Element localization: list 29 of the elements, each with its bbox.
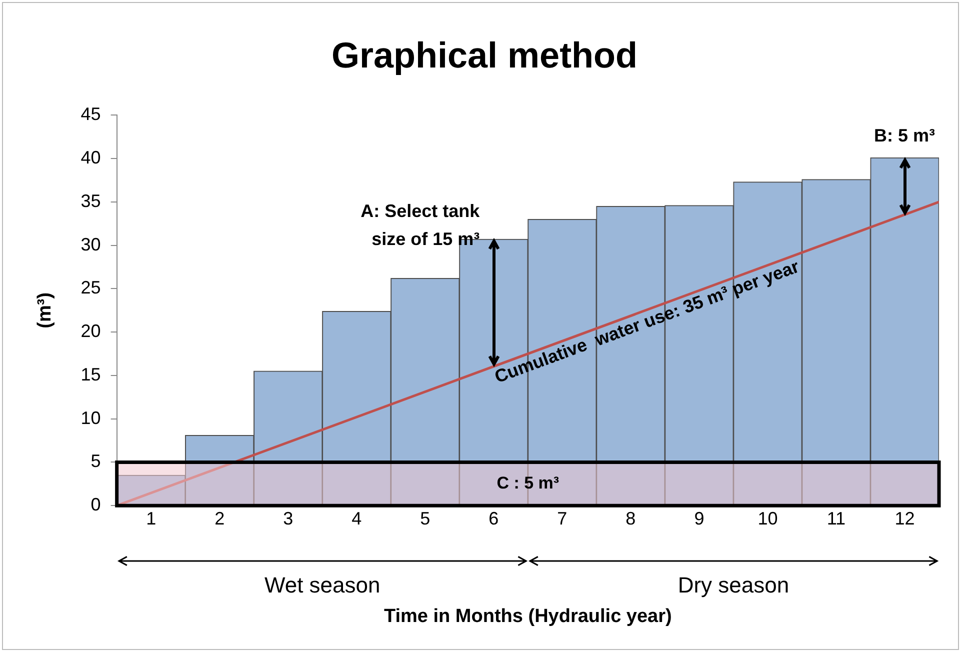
x-tick-label: 8 xyxy=(626,508,636,528)
x-tick-label: 6 xyxy=(488,508,499,528)
y-tick-label: 0 xyxy=(90,494,101,515)
band-label: C : 5 m³ xyxy=(496,474,560,493)
annotation: B: 5 m³ xyxy=(874,126,935,146)
x-tick-label: 7 xyxy=(557,508,568,528)
x-tick-label: 1 xyxy=(146,508,156,528)
x-tick-label: 5 xyxy=(420,508,430,528)
x-tick-label: 9 xyxy=(694,508,704,528)
y-axis-title: (m³) xyxy=(34,292,56,328)
text: Wet season xyxy=(264,572,380,598)
chart-title: Graphical method xyxy=(331,34,638,76)
y-tick-label: 5 xyxy=(90,451,101,472)
y-tick-label: 30 xyxy=(80,234,101,254)
y-tick-label: 20 xyxy=(80,321,101,342)
x-tick-label: 3 xyxy=(283,508,294,528)
y-tick-label: 35 xyxy=(80,190,101,211)
y-tick-label: 40 xyxy=(80,148,101,168)
y-tick-label: 25 xyxy=(80,278,101,298)
x-tick-label: 4 xyxy=(352,508,362,528)
y-tick-label: 45 xyxy=(80,104,101,124)
y-tick-label: 10 xyxy=(80,408,101,428)
x-tick-label: 2 xyxy=(214,508,225,528)
x-tick-label: 10 xyxy=(758,508,778,528)
y-tick-label: 15 xyxy=(80,364,101,384)
x-tick-label: 11 xyxy=(826,508,846,528)
x-tick-label: 12 xyxy=(894,508,915,528)
text: Dry season xyxy=(678,572,790,598)
x-axis-title: Time in Months (Hydraulic year) xyxy=(384,606,672,627)
